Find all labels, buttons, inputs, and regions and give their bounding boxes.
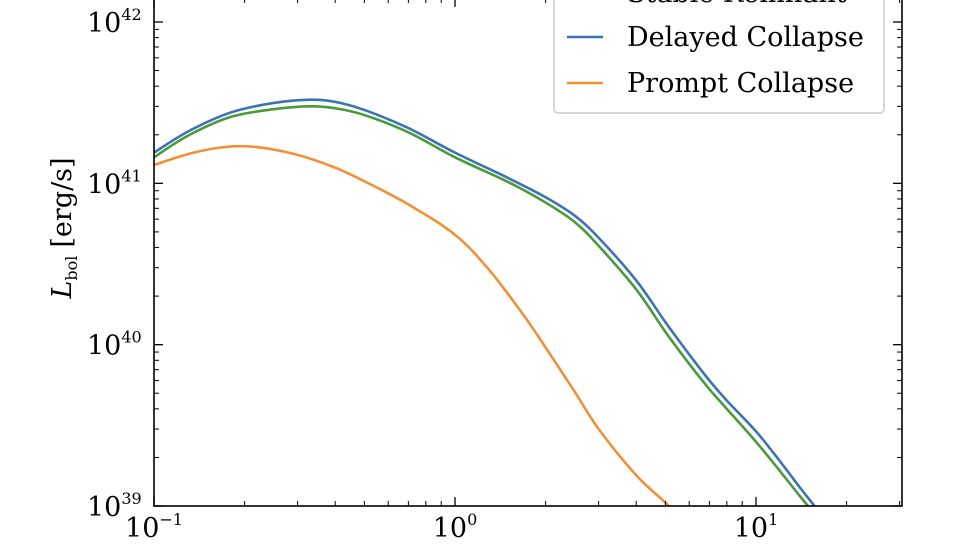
series-line-unlabeled-1 <box>154 105 810 506</box>
axis-tick-labels: 10−1 100 101 1039 1040 1041 1042 <box>87 5 779 544</box>
series-curves <box>154 98 817 506</box>
y-axis-label-symbol: L <box>47 281 78 300</box>
y-axis-label-unit: [erg/s] <box>47 157 78 247</box>
x-tick-label: 10−1 <box>125 510 183 540</box>
plot-frame <box>153 0 903 507</box>
legend-partial-entry: Stable Remnant <box>627 0 847 9</box>
y-axis-label: Lbol [erg/s] <box>47 157 81 299</box>
x-tick-label: 101 <box>734 510 779 540</box>
legend-label-prompt: Prompt Collapse <box>627 68 854 99</box>
legend: Stable Remnant Delayed Collapse Prompt C… <box>553 0 885 114</box>
legend-box <box>553 0 885 114</box>
legend-label-delayed: Delayed Collapse <box>627 22 864 53</box>
x-tick-label: 100 <box>433 510 478 540</box>
axis-ticks <box>153 0 902 507</box>
series-line-prompt-collapse <box>154 144 671 506</box>
y-tick-label: 1040 <box>87 328 142 362</box>
series-line-delayed-collapse <box>154 98 817 506</box>
y-tick-label: 1039 <box>87 489 142 523</box>
y-axis-label-subscript: bol <box>62 256 81 281</box>
y-tick-label: 1042 <box>87 5 142 39</box>
y-tick-label: 1041 <box>87 166 142 200</box>
